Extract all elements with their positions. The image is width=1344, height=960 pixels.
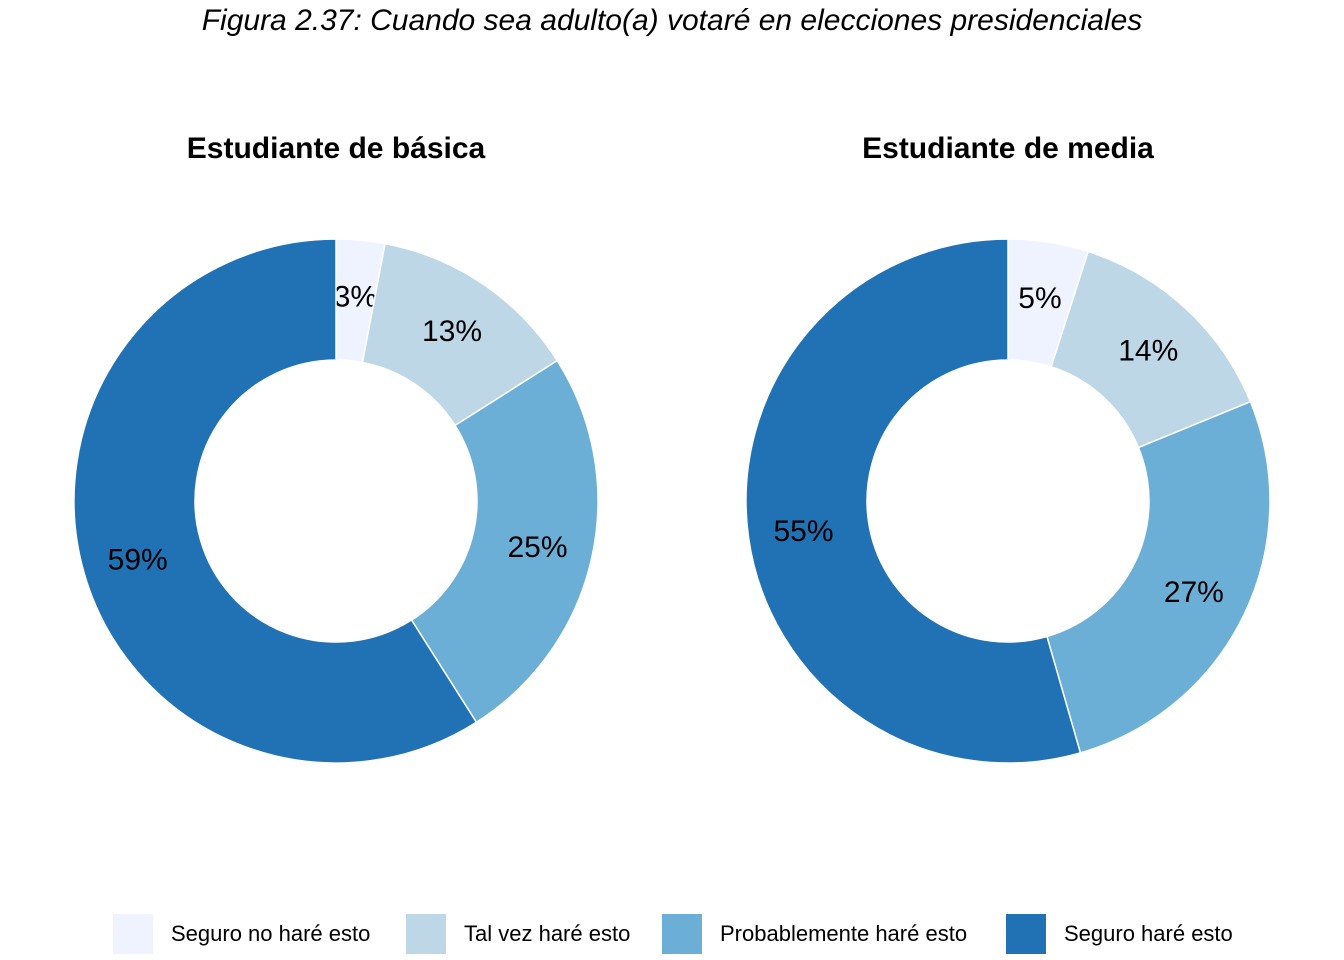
legend-item-seguro-no: Seguro no haré esto	[113, 912, 370, 956]
slice-label-probablemente: 27%	[1164, 576, 1224, 609]
chart-title: Estudiante de media	[862, 132, 1154, 165]
slice-probablemente	[1046, 400, 1271, 754]
legend-item-tal-vez: Tal vez haré esto	[406, 912, 630, 956]
donut-charts: Estudiante de básica3%13%25%59%Estudiant…	[73, 132, 1271, 764]
slice-label-tal-vez: 13%	[422, 315, 482, 348]
legend-label-tal-vez: Tal vez haré esto	[464, 921, 631, 946]
slice-seguro	[73, 238, 478, 764]
chart-title: Estudiante de básica	[187, 132, 486, 165]
legend-item-probablemente: Probablemente haré esto	[662, 912, 967, 956]
legend-item-seguro: Seguro haré esto	[1006, 912, 1233, 956]
slice-label-probablemente: 25%	[508, 531, 568, 564]
legend: Seguro no haré esto Tal vez haré esto Pr…	[0, 912, 1344, 960]
slice-probablemente	[410, 359, 599, 724]
donut-chart-basica: Estudiante de básica 3% 13% 25% 59%	[73, 132, 599, 764]
slice-seguro	[745, 238, 1082, 764]
slice-label-seguro: 55%	[773, 515, 833, 548]
legend-label-seguro-no: Seguro no haré esto	[171, 921, 371, 946]
legend-swatch-tal-vez	[406, 914, 446, 954]
figure-title: Figura 2.37: Cuando sea adulto(a) votaré…	[201, 4, 1143, 37]
legend-swatch-seguro	[1006, 914, 1046, 954]
slice-label-tal-vez: 14%	[1118, 334, 1178, 367]
slice-label-seguro-no: 3%	[334, 280, 377, 313]
slice-label-seguro: 59%	[108, 544, 168, 577]
donut-chart-media: Estudiante de media 5% 14% 27% 55%	[745, 132, 1271, 764]
legend-label-probablemente: Probablemente haré esto	[720, 921, 968, 946]
slice-label-seguro-no: 5%	[1018, 282, 1061, 315]
legend-swatch-probablemente	[662, 914, 702, 954]
legend-label-seguro: Seguro haré esto	[1064, 921, 1233, 946]
legend-swatch-seguro-no	[113, 914, 153, 954]
